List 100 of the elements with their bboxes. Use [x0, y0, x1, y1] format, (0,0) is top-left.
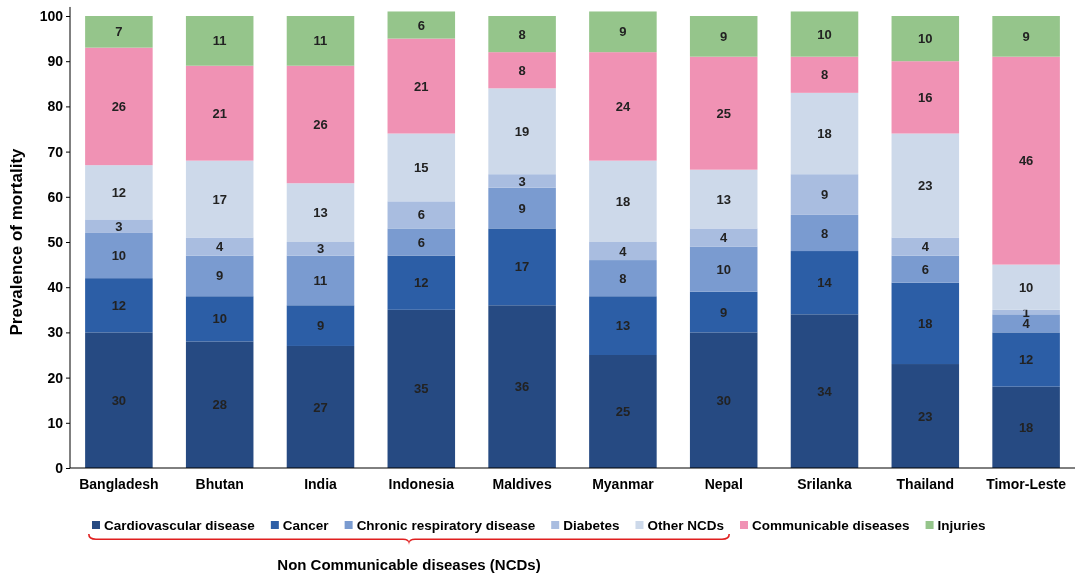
bar: [891, 237, 960, 256]
data-label: 12: [111, 184, 127, 200]
bar: [689, 291, 758, 333]
data-label: 18: [817, 126, 832, 142]
bar: [790, 11, 859, 57]
bar: [488, 88, 556, 175]
x-tick-label: Nepal: [704, 476, 743, 493]
data-label: 10: [111, 248, 127, 264]
bar: [689, 16, 758, 57]
y-tick-label: 0: [55, 459, 64, 476]
bar: [790, 214, 859, 252]
legend-label: Cancer: [282, 517, 330, 533]
data-label: 4: [921, 239, 930, 255]
bar: [185, 65, 254, 161]
data-label: 8: [820, 67, 829, 83]
y-tick-label: 40: [47, 279, 64, 296]
x-tick-label: Myanmar: [592, 476, 655, 493]
data-label: 8: [518, 26, 526, 42]
data-label: 3: [518, 173, 526, 189]
bar: [689, 56, 758, 170]
bar: [488, 16, 556, 53]
bar: [589, 260, 657, 297]
data-label: 30: [111, 392, 127, 408]
data-label: 10: [1018, 279, 1034, 295]
x-tick-label: Maldives: [492, 476, 552, 493]
data-label: 11: [212, 33, 227, 49]
y-tick-label: 10: [47, 414, 64, 431]
data-label: 27: [313, 399, 328, 415]
bar: [286, 183, 355, 242]
bar: [790, 314, 859, 468]
data-label: 3: [115, 218, 123, 234]
bar: [992, 386, 1060, 468]
data-label: 18: [918, 315, 933, 331]
bar: [286, 242, 355, 256]
data-label: 10: [918, 31, 933, 47]
bar: [185, 160, 254, 238]
data-label: 6: [417, 17, 425, 33]
bar: [589, 355, 657, 468]
data-label: 9: [619, 24, 627, 40]
legend-label: Diabetes: [563, 517, 620, 533]
data-label: 21: [414, 78, 429, 94]
data-label: 9: [216, 268, 224, 284]
bar: [891, 16, 960, 62]
bar: [488, 174, 556, 188]
data-label: 14: [817, 275, 833, 291]
bar: [85, 47, 153, 166]
bar: [689, 332, 758, 468]
data-label: 30: [716, 392, 731, 408]
bar: [790, 92, 859, 175]
bar: [286, 345, 355, 468]
data-label: 23: [918, 408, 933, 424]
bar: [891, 133, 960, 238]
bar: [286, 305, 355, 346]
data-label: 10: [817, 26, 832, 42]
bar: [286, 16, 355, 66]
data-label: 9: [820, 187, 829, 203]
data-label: 34: [817, 383, 833, 399]
data-label: 11: [313, 33, 328, 49]
data-label: 8: [518, 62, 526, 78]
bar: [589, 160, 657, 242]
legend-label: Other NCDs: [647, 517, 724, 533]
bar: [85, 16, 153, 48]
bar: [185, 296, 254, 342]
bar: [85, 278, 153, 333]
data-label: 46: [1018, 153, 1034, 169]
bar: [85, 165, 153, 220]
data-label: 17: [514, 259, 530, 275]
x-tick-label: Bhutan: [195, 476, 244, 493]
data-label: 18: [615, 193, 631, 209]
data-label: 9: [518, 200, 526, 216]
data-label: 9: [720, 28, 728, 44]
legend-label: Injuries: [937, 517, 986, 533]
x-tick-label: Srilanka: [797, 476, 852, 493]
bar: [891, 61, 960, 134]
data-label: 3: [316, 241, 325, 257]
text: Non Communicable diseases (NCDs): [277, 556, 541, 573]
bar: [185, 341, 254, 468]
bar: [589, 296, 657, 355]
bar: [387, 201, 456, 229]
legend-label: Communicable diseases: [752, 517, 910, 533]
legend-label: Cardiovascular disease: [104, 517, 256, 533]
y-tick-label: 70: [47, 143, 64, 160]
bar: [488, 52, 556, 89]
bar: [689, 169, 758, 229]
bar: [387, 255, 456, 310]
bar: [589, 52, 657, 161]
data-label: 21: [212, 105, 227, 121]
data-label: 7: [115, 24, 123, 40]
y-tick-label: 100: [39, 7, 64, 24]
x-tick-label: Timor-Leste: [986, 476, 1067, 493]
bar: [992, 56, 1060, 265]
data-label: 6: [417, 207, 425, 223]
bar: [387, 309, 456, 468]
bar: [185, 16, 254, 66]
data-label: 26: [313, 117, 328, 133]
data-label: 26: [111, 98, 127, 114]
data-label: 18: [1018, 419, 1034, 435]
bar: [488, 228, 556, 306]
data-label: 15: [414, 159, 429, 175]
data-label: 36: [514, 379, 530, 395]
